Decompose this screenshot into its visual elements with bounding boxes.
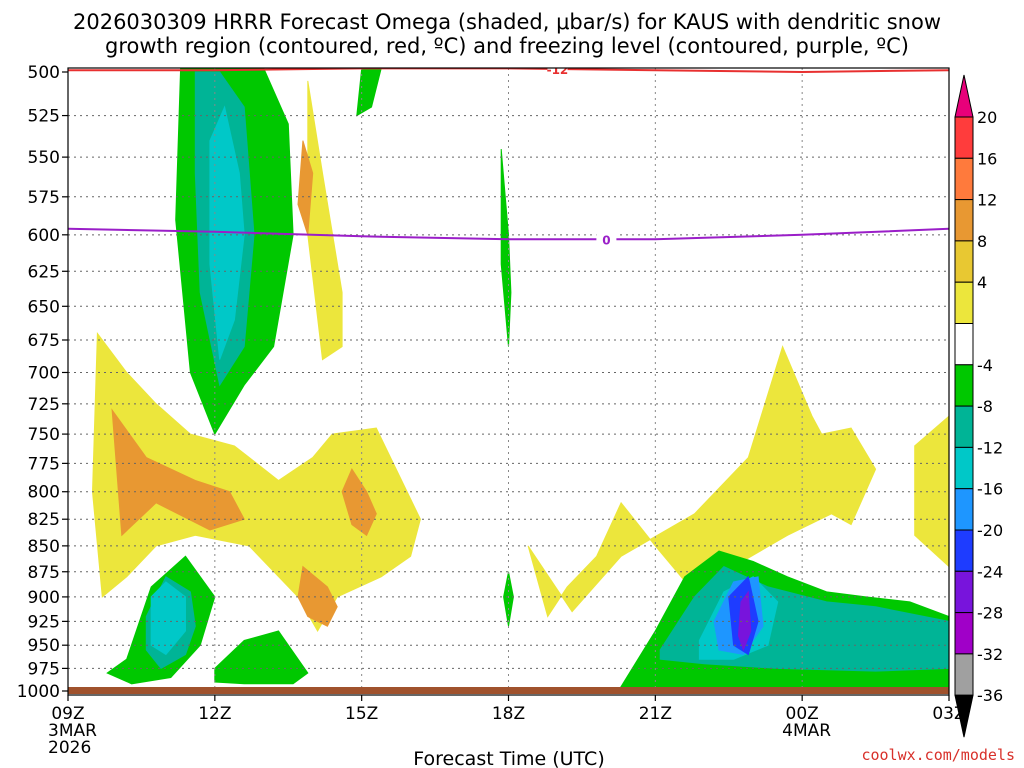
omega-region-minus-12-18: [209, 105, 245, 360]
x-tick-label-5-0: 00Z: [786, 704, 819, 724]
y-axis: 500 525 550 575 600 625 650 675 700 725 750 775 800 8…: [17, 63, 68, 702]
x-tick-label-0-2: 2026: [48, 738, 91, 758]
colorbar-label-2: 12: [977, 191, 997, 210]
colorbar-swatch-2: [954, 157, 974, 201]
y-tick-label-725: 725: [28, 395, 60, 415]
colorbar-bottom-triangle: [954, 694, 974, 738]
colorbar-legend: 20 16 12 8 4 -4 -8 -12 -16 -20 -24 -28 -32 -36: [954, 74, 1003, 738]
colorbar-swatch-1: [954, 116, 974, 159]
colorbar-swatch-10: [954, 488, 974, 531]
omega-region-minus-4-10: [214, 630, 309, 685]
omega-region-4-3: [914, 415, 949, 568]
freezing-level-contour: [68, 227, 949, 241]
y-tick-label-875: 875: [28, 563, 60, 583]
x-tick-label-6-0: 03Z: [932, 704, 965, 724]
omega-region-4-2: [527, 345, 877, 618]
y-tick-label-975: 975: [28, 659, 60, 679]
freezing-level-contour-label-bg: [596, 232, 617, 246]
y-tick-label-950: 950: [28, 636, 60, 656]
x-axis-label: Forecast Time (UTC): [413, 748, 604, 768]
omega-shaded-regions: [91, 68, 949, 690]
x-tick-label-1-0: 12Z: [198, 704, 231, 724]
x-tick-label-0-1: 3MAR: [48, 721, 97, 741]
colorbar-label-5: -4: [977, 356, 993, 375]
colorbar-label-12: -32: [977, 645, 1003, 664]
y-tick-label-675: 675: [28, 331, 60, 351]
colorbar-label-1: 16: [977, 149, 997, 168]
y-tick-label-825: 825: [28, 510, 60, 530]
colorbar-swatch-13: [954, 612, 974, 655]
freezing-level-contour-label: 0: [602, 233, 610, 247]
y-tick-label-600: 600: [28, 226, 60, 246]
y-tick-label-700: 700: [28, 363, 60, 383]
y-tick-label-525: 525: [28, 107, 60, 127]
omega-region-minus-12-19: [150, 581, 186, 656]
colorbar-swatch-8: [954, 405, 974, 448]
colorbar-swatch-4: [954, 240, 974, 283]
dendritic-growth-contour-label: -12: [547, 63, 569, 77]
omega-region-minus-24-23: [737, 590, 752, 652]
colorbar-swatch-14: [954, 653, 974, 696]
y-tick-label-550: 550: [28, 148, 60, 168]
y-tick-label-925: 925: [28, 612, 60, 632]
ground-surface-bar: [68, 687, 949, 694]
colorbar-swatch-5: [954, 281, 974, 325]
colorbar-label-0: 20: [977, 108, 997, 127]
title-line-2: growth region (contoured, red, ºC) and f…: [105, 34, 909, 58]
y-tick-label-500: 500: [28, 63, 60, 83]
x-tick-label-2-0: 15Z: [345, 704, 378, 724]
y-tick-label-775: 775: [28, 454, 60, 474]
colorbar-label-3: 8: [977, 232, 987, 251]
colorbar-label-7: -12: [977, 438, 1003, 457]
colorbar-label-9: -20: [977, 521, 1003, 540]
omega-region-8-4: [111, 408, 245, 537]
colorbar-swatch-9: [954, 446, 974, 490]
colorbar-swatch-11: [954, 529, 974, 572]
omega-region-minus-4-12: [500, 148, 512, 347]
colorbar-label-4: 4: [977, 273, 987, 292]
dendritic-growth-contour-label-bg: [547, 68, 568, 76]
y-tick-label-900: 900: [28, 588, 60, 608]
colorbar-label-13: -36: [977, 686, 1003, 705]
x-tick-label-3-0: 18Z: [492, 704, 525, 724]
colorbar-swatch-12: [954, 570, 974, 614]
colorbar-label-11: -28: [977, 604, 1003, 623]
y-tick-label-750: 750: [28, 425, 60, 445]
grid-lines: [68, 68, 949, 695]
x-tick-label-4-0: 21Z: [639, 704, 672, 724]
omega-region-4-0: [91, 331, 421, 633]
omega-region-minus-4-13: [356, 68, 382, 117]
colorbar-top-triangle: [954, 74, 974, 118]
colorbar-swatch-6: [954, 323, 974, 366]
y-tick-label-575: 575: [28, 188, 60, 208]
y-tick-label-625: 625: [28, 262, 60, 282]
colorbar-label-8: -16: [977, 480, 1003, 499]
y-tick-label-850: 850: [28, 537, 60, 557]
y-tick-label-650: 650: [28, 297, 60, 317]
colorbar-swatch-3: [954, 199, 974, 242]
y-tick-label-1000: 1000: [17, 682, 60, 702]
credit-watermark: coolwx.com/models: [861, 746, 1015, 764]
omega-region-4-1: [307, 80, 343, 361]
colorbar-label-10: -24: [977, 562, 1003, 581]
x-tick-label-5-1: 4MAR: [782, 721, 831, 741]
colorbar-label-6: -8: [977, 397, 993, 416]
x-tick-label-0-0: 09Z: [51, 704, 84, 724]
colorbar-swatch-7: [954, 364, 974, 407]
y-tick-label-800: 800: [28, 483, 60, 503]
title-line-1: 2026030309 HRRR Forecast Omega (shaded, …: [73, 10, 941, 34]
